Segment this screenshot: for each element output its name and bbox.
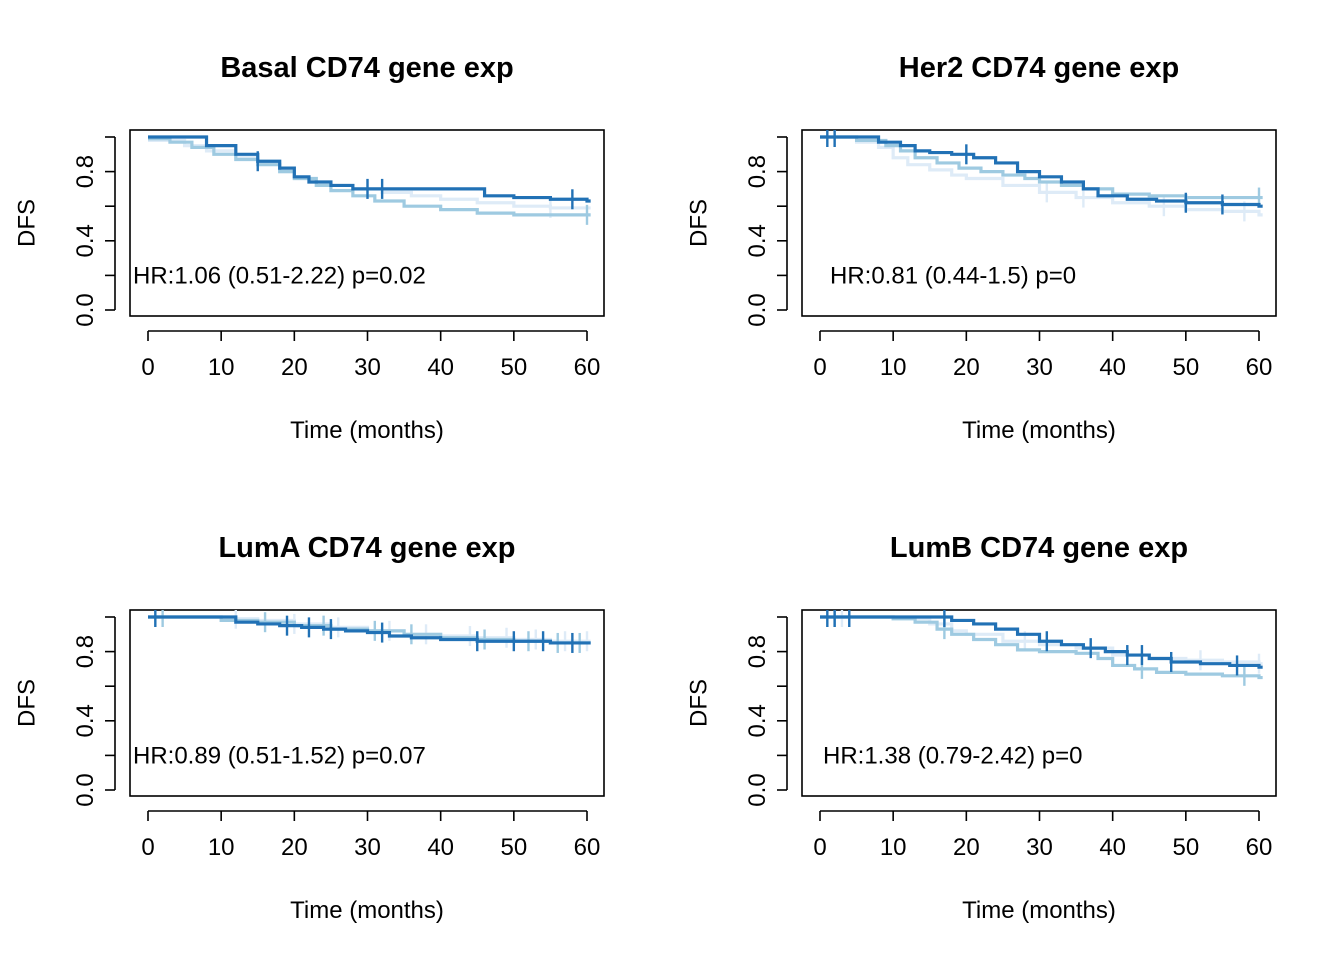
plot-area <box>148 610 591 653</box>
x-axis: 0 10 20 30 40 50 60 <box>141 810 601 861</box>
chart-panel: LumB CD74 gene exp 0 10 20 30 40 50 60 Time (mon… <box>685 532 1277 924</box>
plot-area <box>820 130 1263 222</box>
x-tick-label: 40 <box>427 834 454 861</box>
y-axis-label: DFS <box>13 679 40 727</box>
y-tick-label: 0.4 <box>72 704 99 737</box>
y-tick-label: 0.0 <box>72 293 99 326</box>
x-tick-label: 60 <box>574 834 601 861</box>
y-tick-label: 0.0 <box>72 773 99 806</box>
x-tick-label: 50 <box>1172 354 1199 381</box>
plot-frame <box>801 609 1277 797</box>
x-tick-label: 20 <box>953 354 980 381</box>
y-axis-label: DFS <box>685 199 712 247</box>
x-tick-label: 0 <box>813 354 826 381</box>
x-tick-label: 30 <box>1026 834 1053 861</box>
y-tick-label: 0.8 <box>72 155 99 188</box>
x-tick-label: 10 <box>880 354 907 381</box>
x-tick-label: 60 <box>574 354 601 381</box>
x-tick-label: 0 <box>813 834 826 861</box>
y-tick-label: 0.0 <box>744 773 771 806</box>
y-axis: 0.0 0.4 0.8 <box>72 616 116 807</box>
x-tick-label: 50 <box>1172 834 1199 861</box>
x-tick-label: 20 <box>953 834 980 861</box>
x-tick-label: 20 <box>281 834 308 861</box>
survival-curve-2 <box>820 615 1263 680</box>
y-tick-label: 0.4 <box>744 704 771 737</box>
x-tick-label: 50 <box>500 354 527 381</box>
x-tick-label: 30 <box>354 834 381 861</box>
chart-title: Her2 CD74 gene exp <box>899 52 1179 84</box>
chart-title: Basal CD74 gene exp <box>220 52 513 84</box>
x-tick-label: 40 <box>427 354 454 381</box>
survival-curve-3 <box>820 615 1263 669</box>
x-tick-label: 30 <box>354 354 381 381</box>
y-tick-label: 0.8 <box>744 155 771 188</box>
x-tick-label: 10 <box>880 834 907 861</box>
x-tick-label: 0 <box>141 834 154 861</box>
x-axis: 0 10 20 30 40 50 60 <box>813 330 1273 381</box>
survival-curve-3 <box>148 615 591 645</box>
survival-curve-3 <box>148 135 591 203</box>
y-axis: 0.0 0.4 0.8 <box>744 136 788 327</box>
chart-title: LumA CD74 gene exp <box>218 532 515 564</box>
survival-curve-1 <box>148 615 591 643</box>
x-tick-label: 60 <box>1246 834 1273 861</box>
x-tick-label: 40 <box>1099 354 1126 381</box>
x-axis-label: Time (months) <box>962 897 1116 924</box>
plot-frame <box>801 129 1277 317</box>
hazard-ratio-annotation: HR:1.06 (0.51-2.22) p=0.02 <box>133 262 426 289</box>
x-axis-label: Time (months) <box>962 417 1116 444</box>
x-tick-label: 30 <box>1026 354 1053 381</box>
plot-area <box>820 610 1263 686</box>
hazard-ratio-annotation: HR:0.81 (0.44-1.5) p=0 <box>830 262 1076 289</box>
survival-curve-1 <box>820 615 1263 666</box>
hazard-ratio-annotation: HR:0.89 (0.51-1.52) p=0.07 <box>133 742 426 769</box>
x-axis: 0 10 20 30 40 50 60 <box>141 330 601 381</box>
y-axis: 0.0 0.4 0.8 <box>72 136 116 327</box>
x-tick-label: 60 <box>1246 354 1273 381</box>
survival-curve-2 <box>148 137 591 217</box>
y-tick-label: 0.0 <box>744 293 771 326</box>
chart-panel: Basal CD74 gene exp 0 10 20 30 40 50 60 Time (mo… <box>13 52 605 444</box>
x-tick-label: 50 <box>500 834 527 861</box>
hazard-ratio-annotation: HR:1.38 (0.79-2.42) p=0 <box>823 742 1083 769</box>
y-tick-label: 0.4 <box>72 224 99 257</box>
plot-frame <box>129 609 605 797</box>
y-axis-label: DFS <box>13 199 40 247</box>
x-tick-label: 0 <box>141 354 154 381</box>
x-tick-label: 40 <box>1099 834 1126 861</box>
x-tick-label: 10 <box>208 354 235 381</box>
chart-panel: Her2 CD74 gene exp 0 10 20 30 40 50 60 Time (mon… <box>685 52 1277 444</box>
x-axis: 0 10 20 30 40 50 60 <box>813 810 1273 861</box>
x-tick-label: 10 <box>208 834 235 861</box>
x-tick-label: 20 <box>281 354 308 381</box>
y-tick-label: 0.8 <box>744 635 771 668</box>
plot-area <box>148 135 591 225</box>
survival-curve-2 <box>820 135 1263 200</box>
y-axis: 0.0 0.4 0.8 <box>744 616 788 807</box>
chart-title: LumB CD74 gene exp <box>890 532 1188 564</box>
x-axis-label: Time (months) <box>290 897 444 924</box>
y-axis-label: DFS <box>685 679 712 727</box>
y-tick-label: 0.8 <box>72 635 99 668</box>
y-tick-label: 0.4 <box>744 224 771 257</box>
x-axis-label: Time (months) <box>290 417 444 444</box>
plot-frame <box>129 129 605 317</box>
chart-panel: LumA CD74 gene exp 0 10 20 30 40 50 60 Time (mon… <box>13 532 605 924</box>
